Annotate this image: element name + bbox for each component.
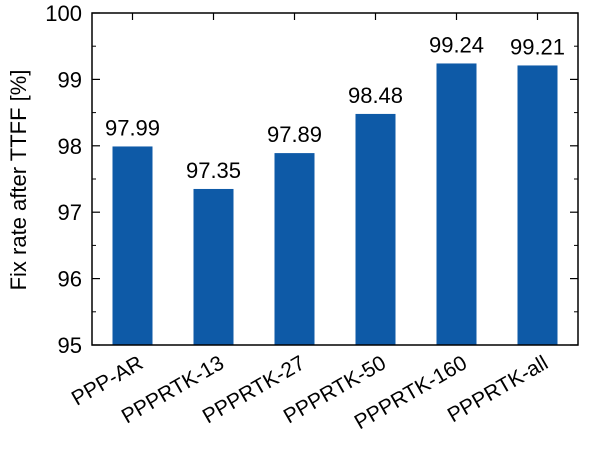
bar-value-label: 99.24 [429,32,484,57]
bar [436,63,477,346]
plot-frame [91,12,579,346]
bar-value-label: 97.89 [267,122,322,147]
y-tick-label: 95 [58,333,82,358]
y-tick-label: 100 [45,1,82,26]
y-tick-label: 99 [58,67,82,92]
bar-value-label: 98.48 [348,83,403,108]
y-tick-label: 96 [58,267,82,292]
bar-value-label: 97.35 [186,158,241,183]
bar-value-label: 99.21 [510,34,565,59]
bar [517,65,558,346]
bar [274,153,315,345]
y-axis-title: Fix rate after TTFF [%] [6,70,31,291]
bar [112,146,153,345]
bar [193,188,234,345]
bar-value-label: 97.99 [105,115,160,140]
y-tick-label: 97 [58,200,82,225]
plot-area: 97.99 97.35 97.89 98.48 99.24 99.21 95 96 97 98 99… [45,1,579,434]
bar [355,113,396,345]
y-tick-label: 98 [58,134,82,159]
